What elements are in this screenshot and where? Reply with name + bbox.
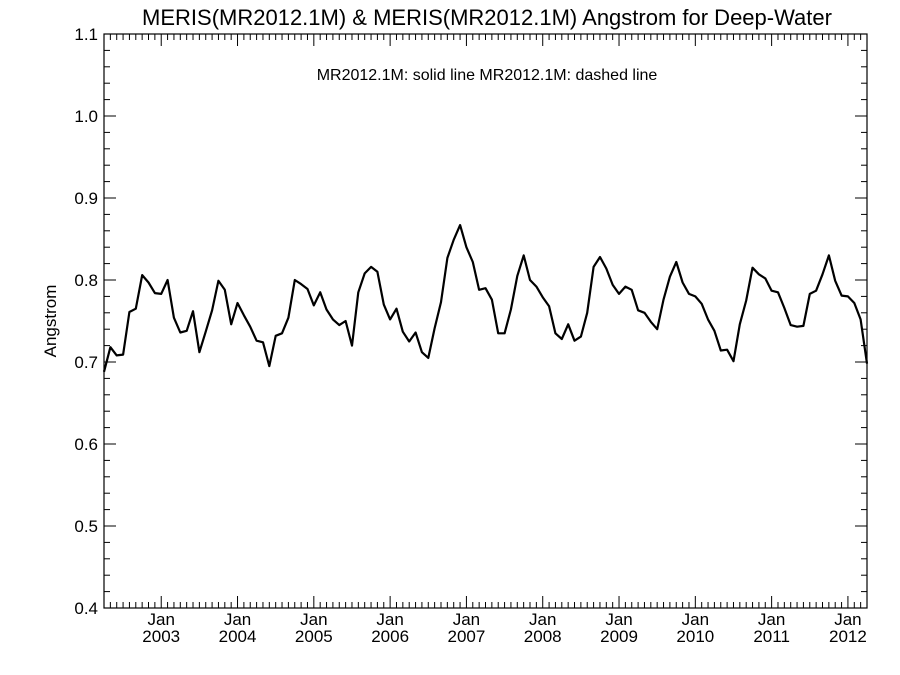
x-tick-label-year: 2009 <box>600 627 638 646</box>
x-tick-label-year: 2003 <box>142 627 180 646</box>
x-tick-label-year: 2011 <box>753 627 790 646</box>
y-tick-label: 1.0 <box>74 107 98 126</box>
plot-frame <box>103 33 868 609</box>
x-tick-label-year: 2005 <box>295 627 333 646</box>
y-axis: 0.4 0.5 0.6 0.7 0.8 0.9 1.0 1.1 <box>74 25 867 618</box>
y-tick-label: 0.4 <box>74 599 98 618</box>
x-tick-label-year: 2008 <box>524 627 562 646</box>
x-tick-label-month: Jan <box>300 610 327 629</box>
x-tick-label-year: 2004 <box>219 627 257 646</box>
y-axis-label: Angstrom <box>41 285 60 358</box>
x-tick-label-year: 2012 <box>829 627 867 646</box>
x-tick-label-month: Jan <box>529 610 556 629</box>
x-axis: Jan2003Jan2004Jan2005Jan2006Jan2007Jan20… <box>103 34 868 646</box>
x-tick-label-month: Jan <box>682 610 709 629</box>
x-tick-label-year: 2007 <box>448 627 486 646</box>
chart-title: MERIS(MR2012.1M) & MERIS(MR2012.1M) Angs… <box>142 5 832 30</box>
x-tick-label-month: Jan <box>453 610 480 629</box>
x-tick-label-month: Jan <box>758 610 785 629</box>
y-tick-label: 1.1 <box>74 25 98 44</box>
y-tick-label: 0.6 <box>74 435 98 454</box>
legend-annotation: MR2012.1M: solid line MR2012.1M: dashed … <box>317 67 658 84</box>
y-tick-label: 0.9 <box>74 189 98 208</box>
y-tick-label: 0.8 <box>74 271 98 290</box>
x-tick-label-month: Jan <box>605 610 632 629</box>
x-tick-label-month: Jan <box>148 610 175 629</box>
y-tick-label: 0.7 <box>74 353 98 372</box>
y-tick-label: 0.5 <box>74 517 98 536</box>
x-tick-label-month: Jan <box>376 610 403 629</box>
x-tick-label-year: 2006 <box>371 627 409 646</box>
x-tick-label-month: Jan <box>834 610 861 629</box>
series-layer <box>102 224 869 373</box>
series-line-solid <box>102 224 869 373</box>
x-tick-label-month: Jan <box>224 610 251 629</box>
x-tick-label-year: 2010 <box>676 627 714 646</box>
